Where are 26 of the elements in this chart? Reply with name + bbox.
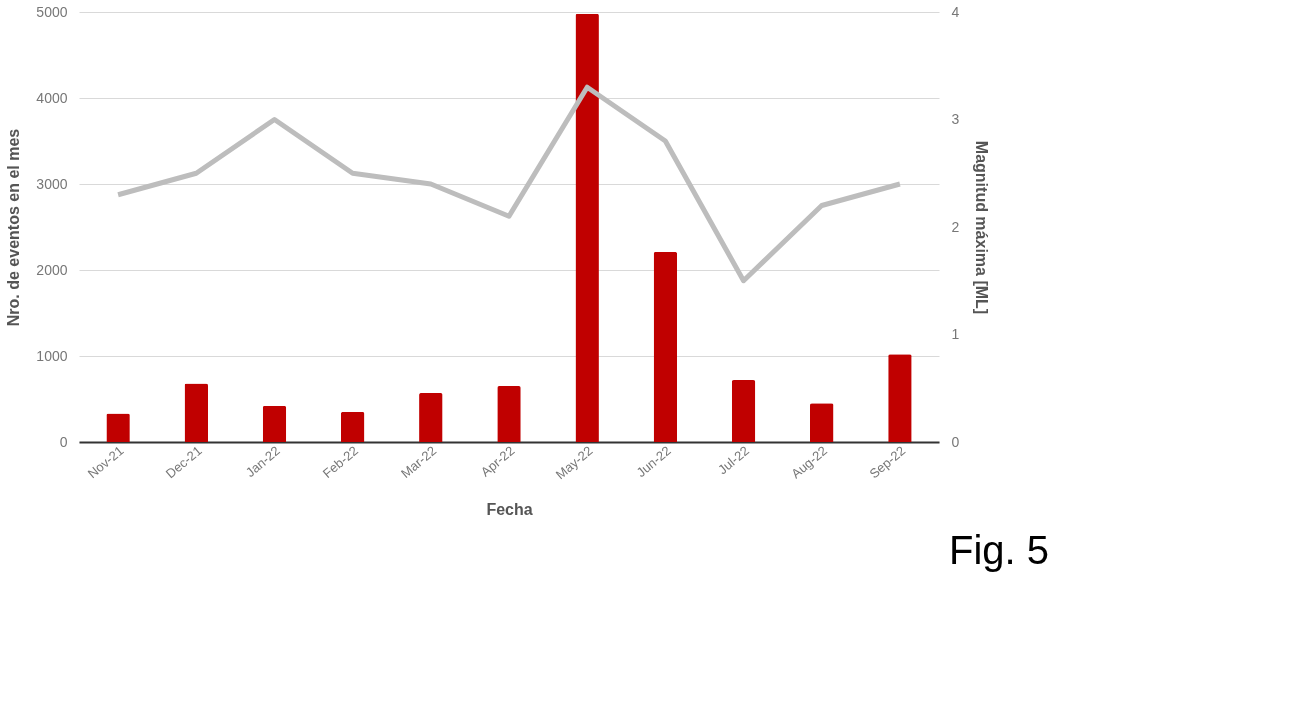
bar (497, 386, 521, 442)
bar (184, 383, 208, 442)
y-tick-label: 3000 (36, 175, 68, 192)
y2-tick-label: 4 (951, 3, 960, 20)
y-tick-label: 1000 (36, 347, 68, 364)
y-tick-label: 5000 (36, 3, 68, 20)
y2-tick-label: 3 (951, 111, 960, 127)
bar (888, 354, 912, 442)
y-axis-title: Nro. de eventos en el mes (5, 128, 23, 327)
bar (262, 405, 287, 442)
bar (419, 392, 443, 442)
y-tick-label: 2000 (36, 261, 68, 278)
caption: Fig. 5 (948, 528, 1049, 572)
y2-tick-label: 1 (951, 326, 960, 342)
bar (653, 251, 678, 442)
bar (810, 403, 834, 442)
y2-tick-label: 0 (951, 433, 960, 450)
bar (731, 380, 756, 442)
y2-axis-title: Magnitud máxima [ML] (973, 140, 991, 315)
bar (575, 13, 599, 442)
x-axis-title: Fecha (486, 501, 533, 519)
bar (340, 411, 365, 442)
y2-tick-label: 2 (951, 218, 960, 235)
y-tick-label: 4000 (36, 89, 68, 106)
bar (106, 413, 130, 442)
y-tick-label: 0 (59, 433, 68, 450)
